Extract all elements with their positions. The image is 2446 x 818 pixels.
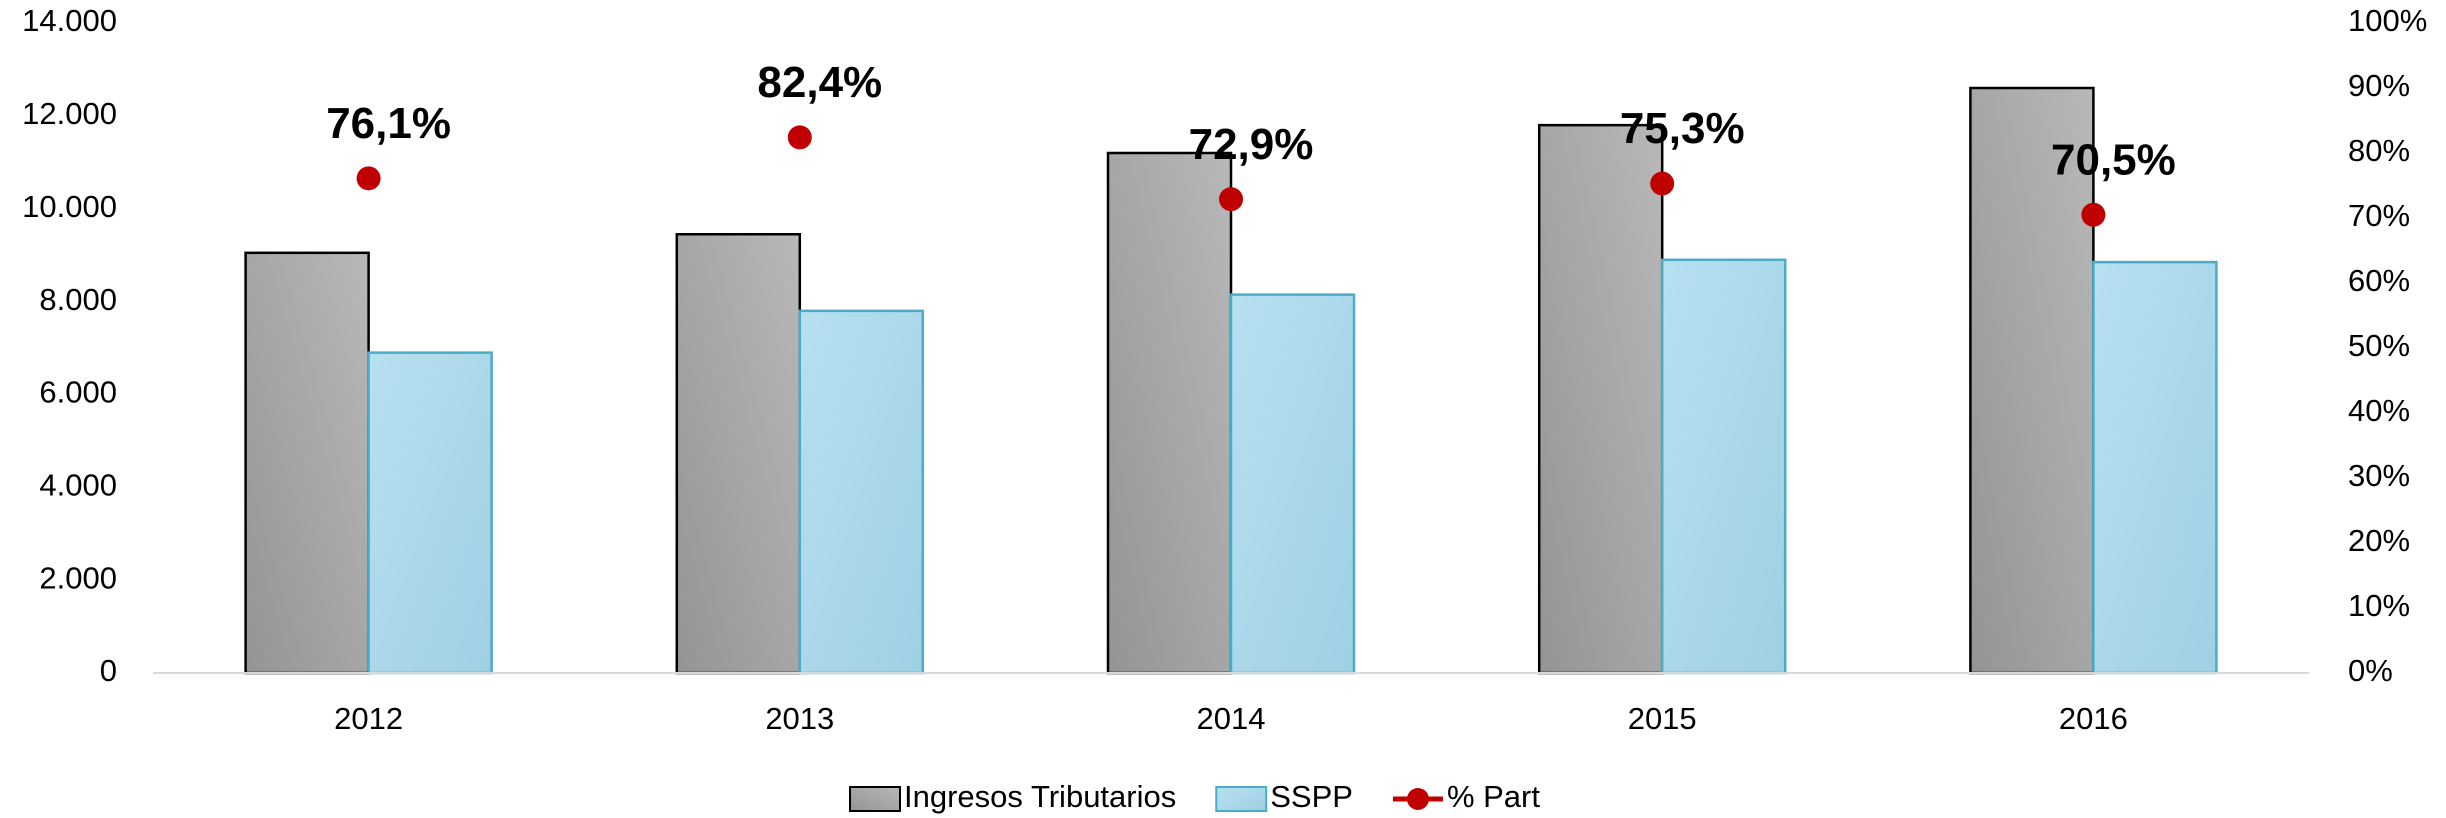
y2-tick-label: 80%: [2348, 133, 2410, 168]
y-tick-label: 2.000: [39, 560, 117, 595]
marker: [2081, 202, 2106, 227]
y2-tick-label: 90%: [2348, 68, 2410, 103]
y2-tick-label: 50%: [2348, 328, 2410, 363]
bar: [244, 251, 370, 675]
x-tick-label: 2015: [1628, 701, 1697, 736]
bar: [798, 309, 925, 675]
y-tick-label: 6.000: [39, 375, 117, 410]
bar: [1106, 151, 1233, 675]
bar: [1537, 123, 1664, 675]
y-tick-label: 8.000: [39, 282, 117, 317]
marker: [356, 166, 381, 191]
x-tick-label: 2014: [1197, 701, 1266, 736]
legend-label: SSPP: [1270, 779, 1353, 814]
data-label: 72,9%: [1189, 120, 1314, 169]
bar: [1660, 258, 1787, 675]
legend-label: Ingresos Tributarios: [904, 779, 1176, 814]
y-tick-label: 12.000: [22, 96, 117, 131]
y2-tick-label: 30%: [2348, 458, 2410, 493]
y2-tick-label: 70%: [2348, 198, 2410, 233]
marker: [787, 125, 812, 150]
x-tick-label: 2016: [2059, 701, 2128, 736]
y-tick-label: 0: [100, 653, 117, 688]
legend-marker: [1406, 788, 1429, 810]
marker: [1650, 171, 1675, 196]
y-tick-label: 4.000: [39, 467, 117, 502]
legend-label: % Part: [1447, 779, 1540, 814]
y2-tick-label: 20%: [2348, 523, 2410, 558]
bar: [2092, 260, 2218, 675]
marker: [1219, 187, 1243, 212]
bar: [675, 233, 802, 675]
bar: [367, 351, 493, 675]
y2-tick-label: 10%: [2348, 588, 2410, 623]
y2-tick-label: 60%: [2348, 263, 2410, 298]
legend-swatch: [849, 786, 901, 812]
y-tick-label: 10.000: [22, 189, 117, 224]
y2-tick-label: 0%: [2348, 653, 2393, 688]
legend-swatch: [1215, 786, 1268, 812]
y2-tick-label: 40%: [2348, 393, 2410, 428]
x-tick-label: 2012: [334, 701, 403, 736]
data-label: 70,5%: [2051, 135, 2176, 184]
data-label: 76,1%: [326, 99, 451, 148]
data-label: 82,4%: [757, 58, 882, 107]
data-label: 75,3%: [1620, 104, 1745, 153]
x-tick-label: 2013: [765, 701, 834, 736]
bar: [1969, 86, 2095, 675]
y2-tick-label: 100%: [2348, 3, 2427, 38]
y-tick-label: 14.000: [22, 3, 117, 38]
bar: [1229, 293, 1356, 675]
